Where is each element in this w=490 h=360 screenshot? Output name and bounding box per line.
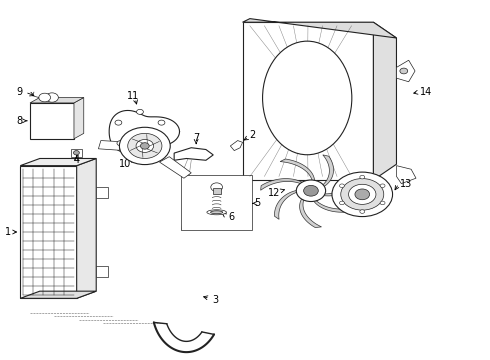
Ellipse shape xyxy=(207,210,226,215)
Circle shape xyxy=(332,172,392,217)
Text: 2: 2 xyxy=(249,130,255,140)
Polygon shape xyxy=(243,19,396,38)
Circle shape xyxy=(115,120,122,125)
Circle shape xyxy=(117,141,124,146)
Circle shape xyxy=(340,201,344,205)
Polygon shape xyxy=(261,179,303,190)
Bar xyxy=(20,166,76,298)
Circle shape xyxy=(74,150,79,155)
Text: 5: 5 xyxy=(254,198,260,208)
Polygon shape xyxy=(314,200,356,212)
Circle shape xyxy=(46,93,58,102)
Circle shape xyxy=(211,183,222,192)
Polygon shape xyxy=(20,291,96,298)
Text: 11: 11 xyxy=(126,91,139,101)
Polygon shape xyxy=(74,98,84,139)
Circle shape xyxy=(141,143,149,149)
Polygon shape xyxy=(373,22,396,180)
Bar xyxy=(71,149,82,157)
Text: 3: 3 xyxy=(213,295,219,305)
Circle shape xyxy=(304,185,318,196)
Polygon shape xyxy=(280,159,315,181)
Text: 13: 13 xyxy=(400,179,413,189)
Bar xyxy=(30,103,74,139)
Polygon shape xyxy=(322,155,334,187)
Ellipse shape xyxy=(211,211,223,214)
Polygon shape xyxy=(20,158,96,166)
Ellipse shape xyxy=(263,41,352,155)
Circle shape xyxy=(144,148,151,153)
Circle shape xyxy=(400,68,408,74)
Circle shape xyxy=(39,93,50,102)
Circle shape xyxy=(136,139,154,152)
Circle shape xyxy=(355,189,369,200)
Circle shape xyxy=(360,175,365,179)
Bar xyxy=(96,187,108,198)
Polygon shape xyxy=(323,175,359,196)
Polygon shape xyxy=(76,158,96,298)
Circle shape xyxy=(160,135,167,140)
Bar xyxy=(213,188,220,194)
Circle shape xyxy=(120,127,170,165)
Circle shape xyxy=(341,179,384,210)
Text: 1: 1 xyxy=(5,227,11,237)
Circle shape xyxy=(158,120,165,125)
Circle shape xyxy=(380,184,385,188)
Polygon shape xyxy=(109,111,179,153)
Text: 12: 12 xyxy=(268,188,280,198)
Circle shape xyxy=(340,184,344,188)
Bar xyxy=(96,266,108,277)
Polygon shape xyxy=(98,140,120,150)
Bar xyxy=(181,175,252,230)
Circle shape xyxy=(137,109,144,114)
Polygon shape xyxy=(274,190,297,219)
Circle shape xyxy=(348,184,376,204)
Circle shape xyxy=(360,210,365,213)
Polygon shape xyxy=(299,198,321,228)
Text: 9: 9 xyxy=(16,87,23,97)
Polygon shape xyxy=(396,60,415,82)
Bar xyxy=(243,22,373,180)
Polygon shape xyxy=(396,166,416,184)
Circle shape xyxy=(128,134,162,158)
Text: 10: 10 xyxy=(119,159,131,169)
Text: 4: 4 xyxy=(74,155,79,165)
Text: 6: 6 xyxy=(229,212,235,222)
Text: 7: 7 xyxy=(193,133,199,143)
Text: 8: 8 xyxy=(16,116,23,126)
Circle shape xyxy=(380,201,385,205)
Polygon shape xyxy=(230,140,243,150)
Polygon shape xyxy=(30,98,84,103)
Text: 14: 14 xyxy=(419,87,432,97)
Polygon shape xyxy=(174,148,213,160)
Circle shape xyxy=(296,180,326,202)
Polygon shape xyxy=(159,157,191,178)
